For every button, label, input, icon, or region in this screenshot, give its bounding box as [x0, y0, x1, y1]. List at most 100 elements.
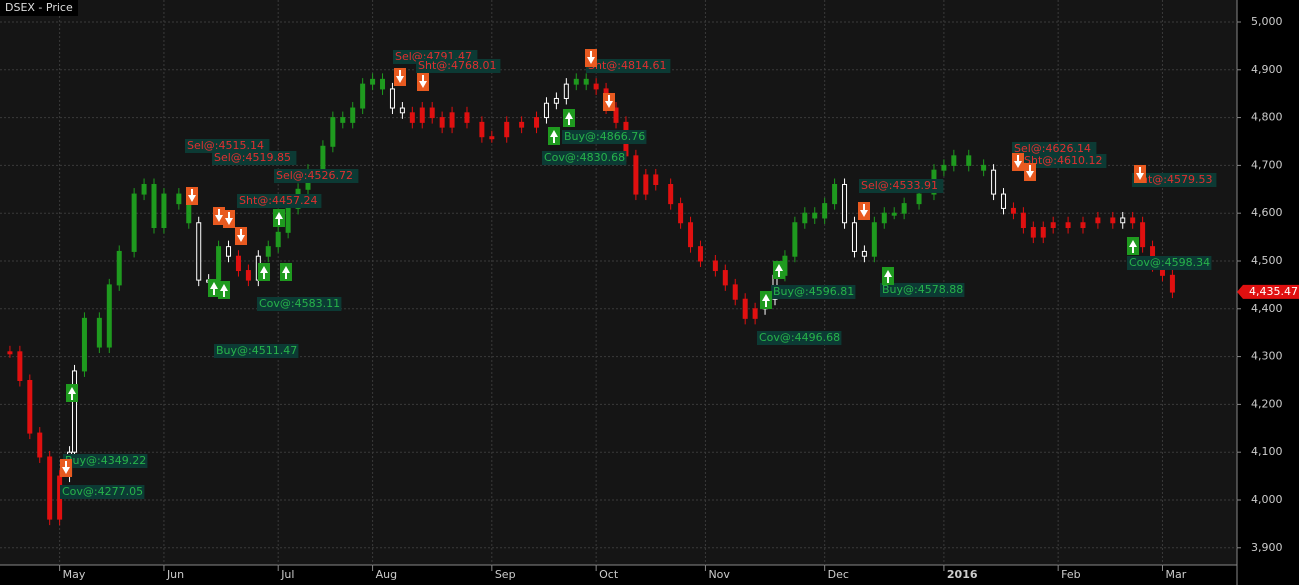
- candle: [186, 203, 192, 224]
- candle: [543, 102, 549, 119]
- x-tick-label: Jun: [166, 568, 184, 581]
- candle: [1040, 227, 1046, 238]
- candle: [1130, 217, 1136, 224]
- candle: [37, 432, 43, 458]
- last-price-tag: [1237, 284, 1299, 299]
- signal-arrow: [220, 284, 228, 297]
- y-tick-label: 3,900: [1251, 541, 1283, 554]
- annotation: Sel@:4626.14: [1014, 142, 1091, 155]
- annotation: Sht@:4610.12: [1024, 154, 1102, 167]
- candle: [245, 270, 251, 281]
- candle: [399, 107, 405, 114]
- candle: [981, 164, 987, 171]
- candle: [409, 112, 415, 123]
- candle: [822, 203, 828, 219]
- signal-arrow: [396, 70, 404, 83]
- annotation: Sht@:4814.61: [588, 59, 666, 72]
- signal-arrow: [275, 212, 283, 225]
- annotation-bg: [562, 130, 647, 144]
- y-tick-label: 5,000: [1251, 15, 1283, 28]
- y-tick-label: 4,200: [1251, 397, 1283, 410]
- candle: [752, 308, 758, 319]
- x-tick-label: Sep: [495, 568, 516, 581]
- x-tick-label: 2016: [947, 568, 978, 581]
- annotation-bg: [60, 485, 145, 499]
- candle: [131, 193, 137, 252]
- candle: [1140, 222, 1146, 248]
- annotation-bg: [880, 283, 965, 297]
- chart-title: DSEX - Price: [5, 1, 73, 14]
- signal-arrow: [210, 282, 218, 295]
- annotation: Sel@:4533.91: [861, 179, 938, 192]
- signal-arrow: [587, 51, 595, 64]
- annotation-bg: [1012, 142, 1097, 156]
- signal-arrow: [1129, 240, 1137, 253]
- candle: [871, 222, 877, 257]
- candle: [792, 222, 798, 257]
- y-tick-label: 4,600: [1251, 206, 1283, 219]
- candle: [916, 193, 922, 205]
- signal-arrow: [68, 387, 76, 400]
- candle: [851, 222, 857, 252]
- candle: [1110, 217, 1116, 224]
- candle: [842, 184, 848, 224]
- signal-arrow: [225, 212, 233, 225]
- signal-arrow: [1014, 155, 1022, 168]
- signal-arrow: [282, 266, 290, 279]
- candle: [881, 212, 887, 224]
- annotation: Sht@:4768.01: [418, 59, 496, 72]
- candle: [340, 117, 346, 123]
- candle: [742, 298, 748, 319]
- candle: [389, 88, 395, 109]
- candle: [583, 78, 589, 85]
- signal-arrow: [1136, 167, 1144, 180]
- candle: [380, 78, 386, 90]
- y-tick-label: 4,000: [1251, 493, 1283, 506]
- candle: [519, 121, 525, 128]
- signal-arrow: [762, 294, 770, 307]
- candle: [1001, 193, 1007, 209]
- candle: [196, 222, 202, 281]
- candle: [235, 255, 241, 272]
- annotation-bg: [212, 151, 297, 165]
- annotation: Buy@:4511.47: [216, 344, 297, 357]
- title-bg: [0, 0, 78, 16]
- candle: [265, 246, 271, 257]
- x-tick-label: Nov: [708, 568, 730, 581]
- candle: [216, 246, 222, 281]
- candle: [27, 379, 33, 434]
- y-tick-label: 4,500: [1251, 254, 1283, 267]
- candle: [370, 78, 376, 85]
- candle: [330, 117, 336, 147]
- candle: [151, 184, 157, 229]
- candle: [633, 155, 639, 195]
- x-tick-label: Feb: [1061, 568, 1080, 581]
- candle: [489, 136, 495, 140]
- candle: [176, 193, 182, 205]
- candle: [479, 121, 485, 138]
- candle: [668, 184, 674, 205]
- candle: [72, 370, 78, 453]
- annotation: Buy@:4866.76: [564, 130, 645, 143]
- candle: [429, 107, 435, 119]
- signal-arrow: [775, 264, 783, 277]
- signal-arrow: [860, 204, 868, 217]
- y-tick-label: 4,900: [1251, 63, 1283, 76]
- signal-arrow: [884, 270, 892, 283]
- candle: [1030, 227, 1036, 238]
- annotation: Cov@:4583.11: [259, 297, 340, 310]
- candle: [504, 121, 510, 138]
- x-tick-label: Aug: [376, 568, 397, 581]
- annotation-bg: [237, 194, 322, 208]
- annotation: Cov@:4277.05: [62, 485, 143, 498]
- candle: [678, 203, 684, 224]
- candle: [697, 246, 703, 262]
- candle: [593, 83, 599, 90]
- candle: [1080, 222, 1086, 229]
- candle: [320, 145, 326, 171]
- plot-area: [0, 0, 1237, 565]
- candle: [350, 107, 356, 123]
- candle: [1169, 274, 1175, 293]
